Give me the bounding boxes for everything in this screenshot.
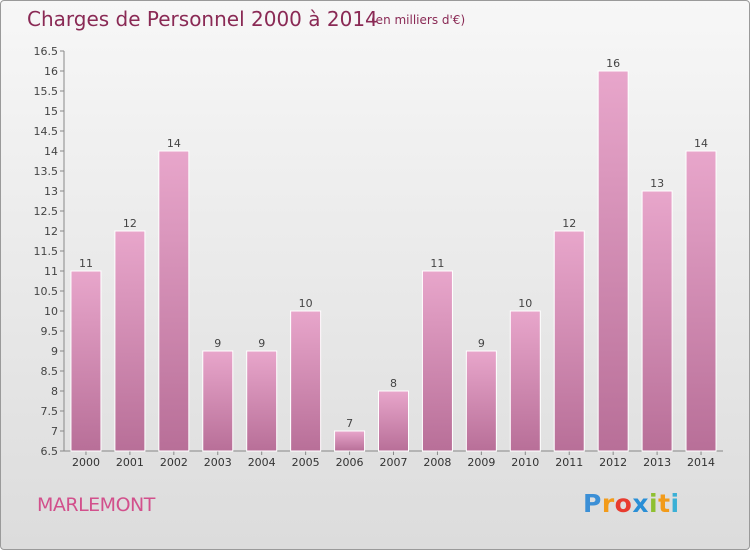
bar-value-label: 8 [390,377,397,390]
x-tick-label: 2008 [423,456,451,469]
x-tick-label: 2010 [511,456,539,469]
place-name: MARLEMONT [37,494,155,516]
bar-value-label: 10 [299,297,313,310]
bar-value-label: 16 [606,57,620,70]
logo-letter: P [583,489,602,518]
logo-letter: r [601,489,615,518]
bar-value-label: 11 [79,257,93,270]
bar-value-label: 14 [694,137,708,150]
logo-letter: t [658,489,671,518]
bar [114,230,146,452]
bar-value-label: 10 [518,297,532,310]
x-tick-label: 2014 [687,456,715,469]
x-tick-label: 2012 [599,456,627,469]
bar-value-label: 12 [562,217,576,230]
bar-value-label: 9 [258,337,265,350]
y-tick-label: 13 [44,185,58,198]
bar [597,70,629,452]
y-tick-label: 6.5 [41,445,59,458]
y-tick-label: 8.5 [41,365,59,378]
logo-letter: o [614,489,633,518]
y-tick-label: 14.5 [34,125,59,138]
y-tick-label: 11 [44,265,58,278]
bar [334,430,366,452]
x-tick-label: 2000 [72,456,100,469]
bar [378,390,409,452]
y-tick-label: 7.5 [41,405,59,418]
y-tick-label: 8 [51,385,58,398]
y-tick-label: 9.5 [41,325,59,338]
x-tick-label: 2009 [467,456,495,469]
y-tick-label: 9 [51,345,58,358]
bar-value-label: 12 [123,217,137,230]
y-tick-label: 16 [44,65,58,78]
chart-title: Charges de Personnel 2000 à 2014 [27,7,378,31]
logo-letter: x [632,489,649,518]
x-tick-label: 2005 [292,456,320,469]
x-tick-label: 2001 [116,456,144,469]
logo-letter: i [649,489,659,518]
bar [509,310,541,452]
bar [641,190,673,452]
x-tick-label: 2003 [204,456,232,469]
bar [70,270,102,452]
bar-value-label: 13 [650,177,664,190]
y-tick-label: 10 [44,305,58,318]
y-tick-label: 15 [44,105,58,118]
y-tick-label: 15.5 [34,85,59,98]
bar-value-label: 14 [167,137,181,150]
bar [290,310,322,452]
chart-subtitle: (en milliers d'€) [371,13,466,27]
y-tick-label: 12 [44,225,58,238]
y-tick-label: 16.5 [34,45,59,58]
bar-value-label: 11 [430,257,444,270]
x-tick-label: 2007 [380,456,408,469]
bar [421,270,453,452]
bar [553,230,585,452]
bar-value-label: 9 [478,337,485,350]
proxiti-logo: Proxiti [583,489,680,518]
logo-letter: i [670,489,680,518]
y-tick-label: 7 [51,425,58,438]
x-tick-label: 2002 [160,456,188,469]
bar [465,350,497,452]
x-tick-label: 2006 [336,456,364,469]
bar [202,350,234,452]
bar-value-label: 9 [214,337,221,350]
bar [685,150,717,452]
bar-value-label: 7 [346,417,353,430]
y-tick-label: 11.5 [34,245,59,258]
bar [158,150,190,452]
bar [246,350,278,452]
x-tick-label: 2004 [248,456,276,469]
x-tick-label: 2013 [643,456,671,469]
y-tick-label: 10.5 [34,285,59,298]
y-tick-label: 12.5 [34,205,59,218]
x-tick-label: 2011 [555,456,583,469]
y-tick-label: 13.5 [34,165,59,178]
y-tick-label: 14 [44,145,58,158]
